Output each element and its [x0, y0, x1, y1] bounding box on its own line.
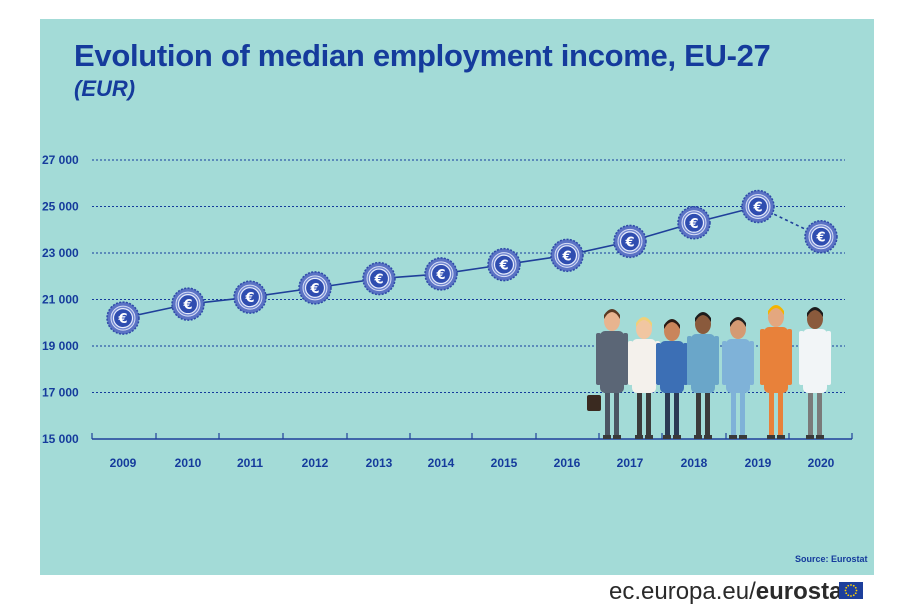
y-tick-label: 17 000 — [42, 386, 79, 400]
worker-figure — [799, 307, 831, 439]
y-axis: 15 000 17 000 19 000 21 000 23 000 25 000 27 0… — [42, 153, 79, 446]
x-tick-label: 2012 — [302, 456, 329, 470]
x-tick-label: 2020 — [808, 456, 835, 470]
svg-text:€: € — [244, 291, 254, 306]
y-tick-label: 27 000 — [42, 153, 79, 167]
x-tick-label: 2010 — [175, 456, 202, 470]
x-tick-label: 2011 — [237, 456, 263, 470]
worker-figure — [596, 309, 628, 439]
worker-figure — [760, 305, 792, 439]
euro-coin-icon: € — [424, 257, 458, 291]
euro-coin-icon: € — [804, 219, 838, 254]
svg-text:€: € — [309, 282, 319, 297]
svg-text:€: € — [498, 259, 508, 274]
svg-text:€: € — [182, 298, 192, 313]
svg-text:€: € — [117, 312, 127, 327]
euro-coin-icon: € — [298, 271, 332, 305]
source-note: Source: Eurostat — [795, 554, 868, 564]
y-tick-label: 19 000 — [42, 339, 79, 353]
eu-flag-icon — [839, 582, 863, 599]
svg-text:€: € — [688, 217, 698, 232]
workers-illustration — [587, 305, 831, 439]
euro-coin-icon: € — [487, 247, 521, 282]
x-tick-label: 2015 — [491, 456, 518, 470]
y-tick-label: 15 000 — [42, 432, 79, 446]
footer-url-prefix: ec.europa.eu/ — [609, 578, 756, 605]
euro-coin-icon: € — [233, 280, 267, 314]
euro-coin-icon: € — [741, 189, 775, 224]
euro-coin-icon: € — [677, 206, 711, 240]
x-tick-label: 2014 — [428, 456, 455, 470]
series-median-income: € € € € € € € € € € € € — [106, 189, 838, 335]
euro-coin-icon: € — [362, 261, 396, 296]
worker-figure — [656, 319, 688, 439]
gridlines — [92, 159, 845, 393]
briefcase-icon — [587, 395, 601, 411]
euro-coin-icon: € — [550, 238, 584, 273]
y-tick-label: 23 000 — [42, 246, 79, 260]
euro-coin-icon: € — [171, 287, 205, 321]
svg-text:€: € — [624, 235, 634, 250]
x-tick-label: 2017 — [617, 456, 644, 470]
x-tick-label: 2013 — [366, 456, 393, 470]
worker-figure — [628, 317, 660, 439]
y-tick-label: 25 000 — [42, 200, 79, 214]
svg-text:€: € — [373, 273, 383, 288]
footer-url[interactable]: ec.europa.eu/eurostat — [609, 578, 850, 606]
svg-text:€: € — [435, 268, 445, 283]
worker-figure — [687, 312, 719, 439]
x-tick-label: 2009 — [110, 456, 137, 470]
svg-text:€: € — [561, 249, 571, 264]
x-tick-label: 2018 — [681, 456, 708, 470]
x-axis: 2009 2010 2011 2012 2013 2014 2015 2016 2017 2018… — [91, 433, 853, 470]
euro-coin-icon: € — [613, 224, 647, 259]
chart-subtitle: (EUR) — [74, 76, 136, 101]
euro-coin-icon: € — [106, 301, 140, 335]
chart-title: Evolution of median employment income, E… — [74, 38, 771, 73]
y-tick-label: 21 000 — [42, 293, 79, 307]
svg-text:€: € — [752, 201, 762, 216]
worker-figure — [722, 317, 754, 439]
svg-text:€: € — [815, 231, 825, 246]
x-tick-label: 2016 — [554, 456, 581, 470]
footer-url-brand: eurostat — [755, 578, 851, 605]
x-tick-label: 2019 — [745, 456, 772, 470]
